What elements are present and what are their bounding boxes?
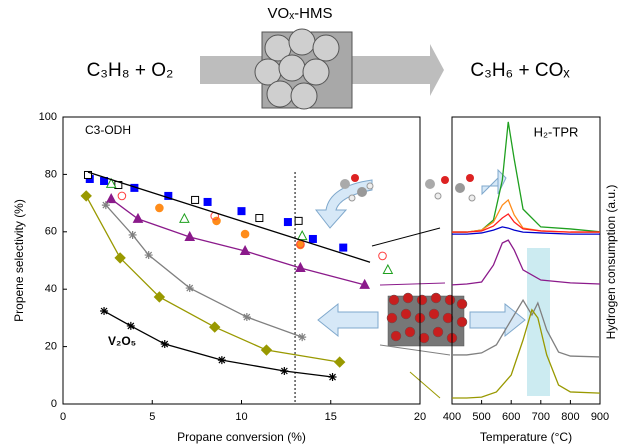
figure: VOₓ-HMS C₃H₈ + O₂ C₃H₆ + COₓ Hydrogen co…: [0, 0, 623, 448]
marker: [192, 196, 199, 203]
x-tick-label: 800: [561, 411, 579, 423]
reactants: C₃H₈ + O₂: [87, 60, 174, 81]
x-axis-title: Temperature (°C): [480, 430, 572, 444]
series-line: [452, 240, 600, 285]
marker: [204, 198, 211, 205]
x-tick-label: 400: [443, 411, 461, 423]
marker: [309, 235, 316, 242]
marker: [127, 322, 135, 330]
marker: [379, 252, 387, 260]
marker: [256, 215, 263, 222]
plot-frame: [452, 117, 600, 404]
marker: [100, 307, 108, 315]
marker: [329, 373, 337, 381]
marker: [81, 191, 91, 201]
marker: [261, 345, 271, 355]
marker: [129, 231, 137, 239]
molecules: [340, 174, 475, 201]
x-tick-label: 600: [502, 411, 520, 423]
marker: [161, 340, 169, 348]
y-axis-title: Hydrogen consumption (a.u.): [604, 185, 618, 340]
y-tick-label: 100: [39, 111, 57, 123]
x-tick-label: 500: [472, 411, 490, 423]
marker: [107, 194, 116, 203]
marker: [156, 204, 164, 212]
products: C₃H₆ + COₓ: [470, 60, 570, 81]
x-tick-label: 5: [149, 411, 155, 423]
marker: [186, 284, 194, 292]
marker: [280, 367, 288, 375]
x-tick-label: 700: [532, 411, 550, 423]
x-tick-label: 0: [60, 411, 66, 423]
marker: [335, 357, 345, 367]
marker: [298, 333, 306, 341]
y-tick-label: 80: [45, 168, 57, 180]
marker: [340, 244, 347, 251]
series-label: V₂O₅: [108, 334, 136, 348]
marker: [218, 356, 226, 364]
annotation: H₂-TPR: [534, 124, 579, 139]
y-tick-label: 60: [45, 226, 57, 238]
x-tick-label: 15: [325, 411, 337, 423]
marker: [241, 230, 249, 238]
marker: [298, 231, 307, 240]
marker: [284, 219, 291, 226]
x-tick-label: 10: [235, 411, 247, 423]
marker: [383, 265, 392, 274]
catalyst-label: VOₓ-HMS: [268, 5, 333, 22]
marker: [238, 208, 245, 215]
marker: [213, 217, 221, 225]
crystal: [387, 293, 467, 346]
marker: [210, 322, 220, 332]
series-line: [104, 311, 332, 377]
hms-cylinders: [255, 29, 352, 109]
marker: [295, 217, 302, 224]
series-line: [452, 200, 600, 232]
y-tick-label: 40: [45, 283, 57, 295]
marker: [118, 192, 126, 200]
y-tick-label: 0: [51, 398, 57, 410]
marker: [102, 201, 110, 209]
marker: [180, 214, 189, 223]
marker: [145, 251, 153, 259]
y-axis-title: Propene selectivity (%): [12, 199, 26, 322]
series-line: [106, 205, 302, 337]
x-axis-title: Propane conversion (%): [177, 430, 306, 444]
x-tick-label: 20: [414, 411, 426, 423]
y-tick-label: 20: [45, 341, 57, 353]
marker: [243, 313, 251, 321]
marker: [133, 214, 142, 223]
annotation: C3-ODH: [85, 123, 131, 137]
x-tick-label: 900: [591, 411, 609, 423]
